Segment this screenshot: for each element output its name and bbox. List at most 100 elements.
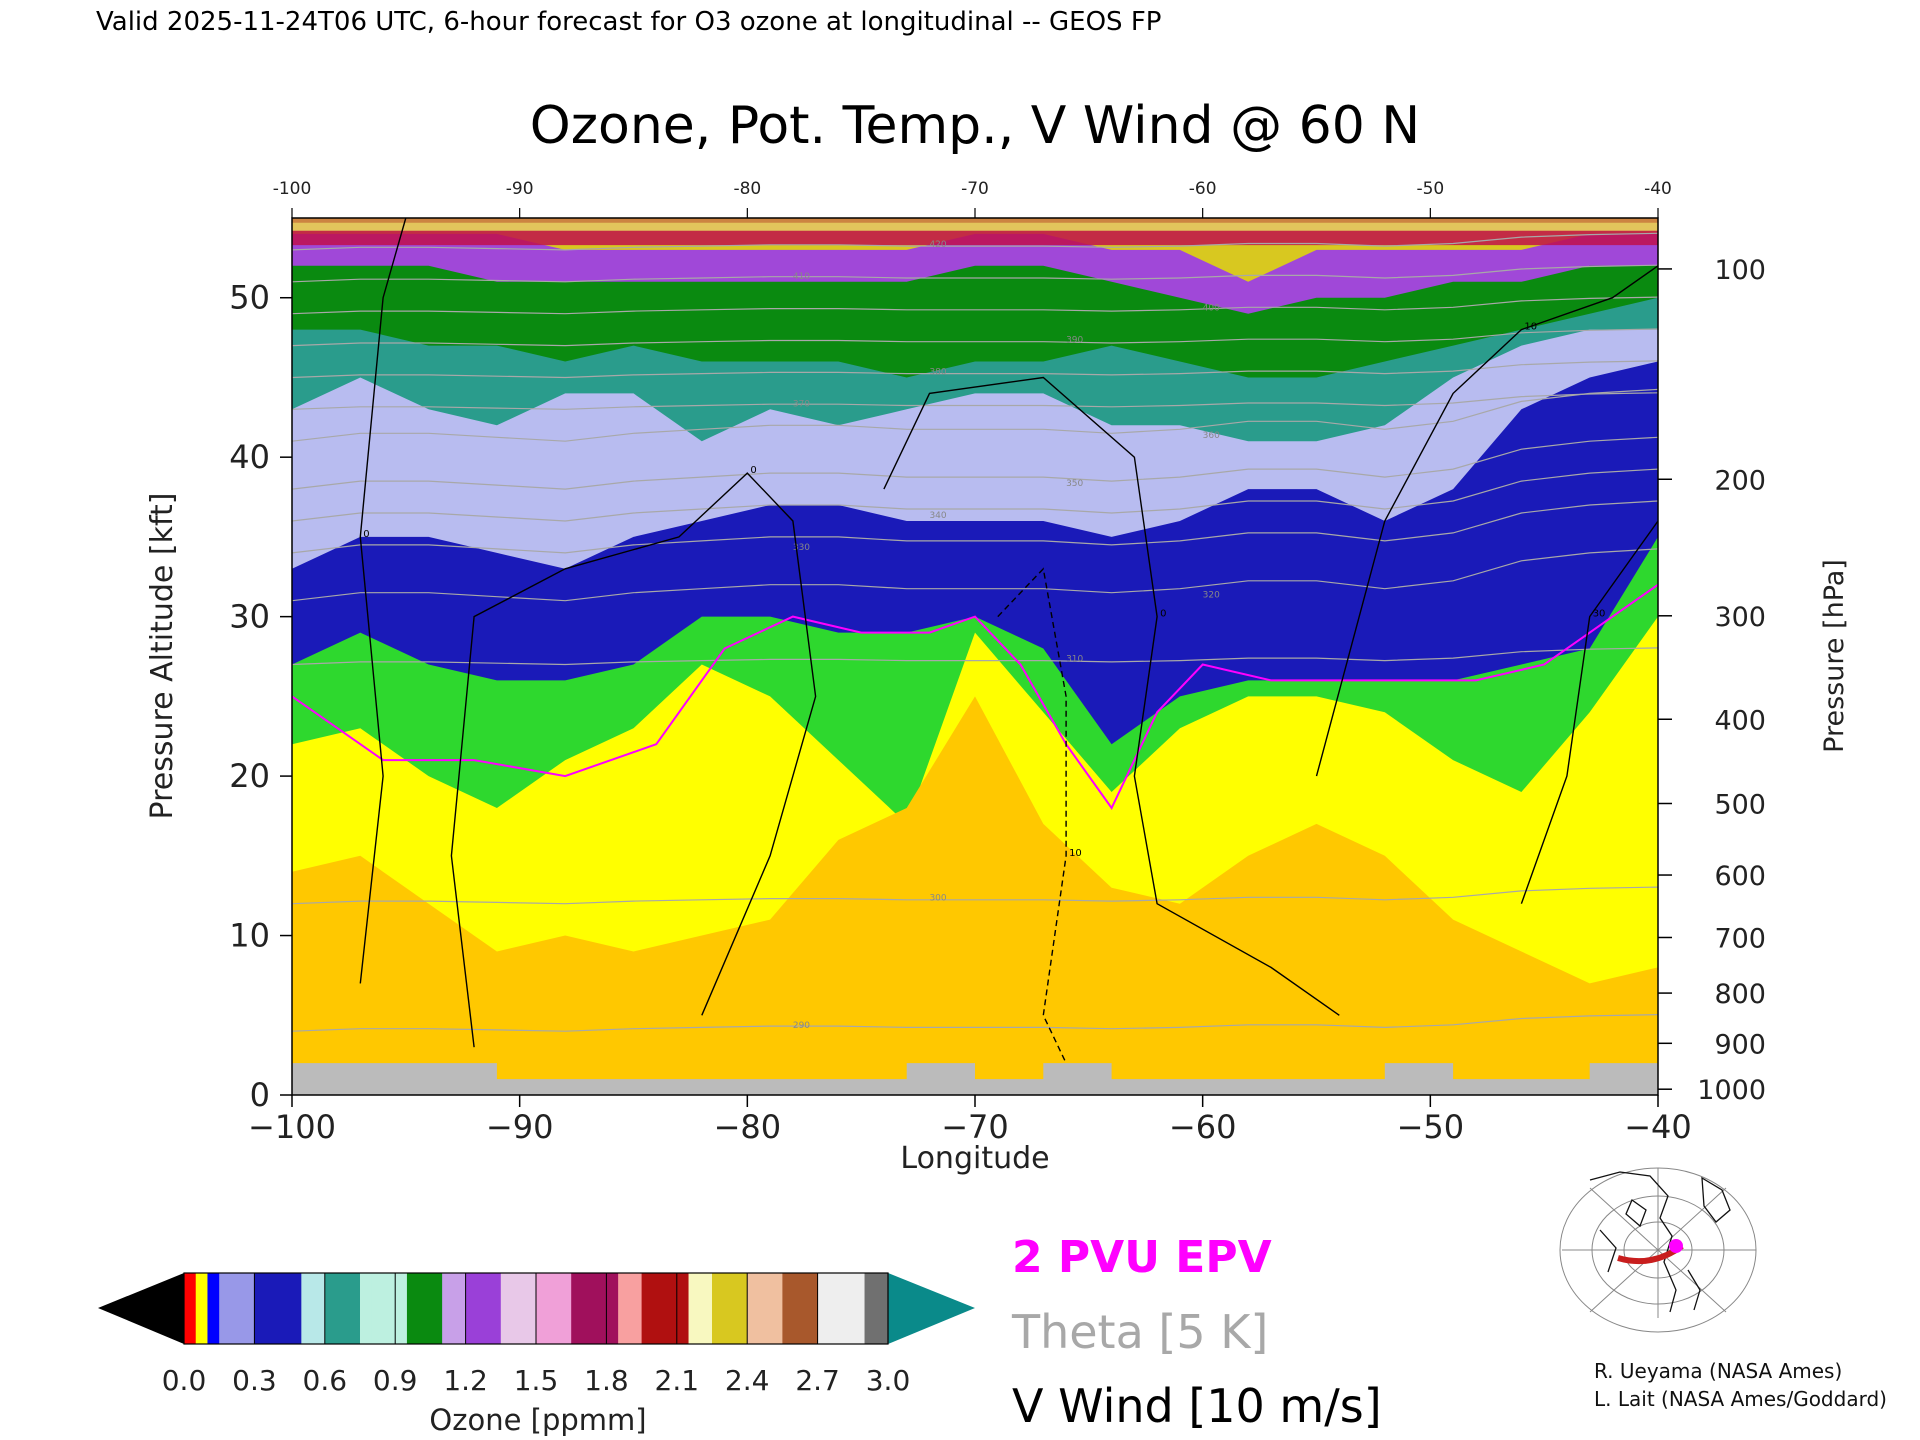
v-wind-contour-0 <box>359 218 407 984</box>
epv-contour <box>292 583 1658 810</box>
x-axis-label: Longitude <box>900 1141 1049 1176</box>
theta-contour-400 <box>292 296 1658 315</box>
colorbar-tick-label-2: 0.6 <box>303 1364 348 1397</box>
locator-map <box>1558 1166 1758 1333</box>
legend-epv: 2 PVU EPV <box>1012 1232 1272 1283</box>
chart-title: Ozone, Pot. Temp., V Wind @ 60 N <box>530 96 1420 156</box>
valid-line: Valid 2025-11-24T06 UTC, 6-hour forecast… <box>96 7 1161 37</box>
colorbar-segment <box>430 1273 443 1344</box>
ozone-band-0.05 <box>292 696 1658 1095</box>
colorbar-segment <box>747 1273 760 1344</box>
legend-vwind: V Wind [10 m/s] <box>1012 1379 1382 1433</box>
theta-contour-320 <box>292 548 1658 602</box>
colorbar-label: Ozone [ppmm] <box>429 1403 646 1437</box>
colorbar-segment <box>242 1273 255 1344</box>
v-wind-label-2: 10 <box>1069 848 1082 859</box>
colorbar-segment <box>453 1273 467 1344</box>
colorbar-segment <box>219 1273 232 1344</box>
colorbar-segment <box>207 1273 220 1344</box>
theta-label-400: 400 <box>1203 304 1220 314</box>
colorbar-segment <box>606 1273 619 1344</box>
theta-label-340: 340 <box>929 511 946 521</box>
pressure-tick-label-1: 900 <box>1714 1029 1766 1060</box>
colorbar-segment <box>665 1273 678 1344</box>
pressure-tick-label-8: 200 <box>1714 465 1766 496</box>
v-wind-label-0: 0 <box>363 529 369 540</box>
colorbar-segment <box>841 1273 854 1344</box>
colorbar-segment <box>313 1273 326 1344</box>
v-wind-contour-5 <box>1520 520 1658 904</box>
credit-line-2: L. Lait (NASA Ames/Goddard) <box>1594 1387 1887 1411</box>
legend-theta: Theta [5 K] <box>1011 1305 1268 1359</box>
pressure-tick-label-5: 500 <box>1714 789 1766 820</box>
colorbar-segment <box>876 1273 889 1344</box>
v-wind-label-4: 10 <box>1524 322 1537 333</box>
colorbar-segment <box>418 1273 431 1344</box>
colorbar-segment <box>864 1273 877 1344</box>
theta-contour-330 <box>292 500 1658 554</box>
colorbar-segment <box>547 1273 561 1344</box>
theta-label-300: 300 <box>929 894 946 904</box>
theta-label-310: 310 <box>1066 654 1083 664</box>
colorbar-segment <box>629 1273 643 1344</box>
x-tick-label-3: −70 <box>941 1108 1009 1146</box>
y-tick-label-1: 10 <box>229 917 270 955</box>
colorbar-tick-label-7: 2.1 <box>655 1364 700 1397</box>
theta-contour-310 <box>292 647 1658 666</box>
theta-label-380: 380 <box>929 367 946 377</box>
colorbar-segment <box>829 1273 842 1344</box>
x-top-tick-label-0: -100 <box>273 179 312 199</box>
colorbar-segment <box>723 1273 737 1344</box>
colorbar-tick-label-8: 2.4 <box>725 1364 770 1397</box>
theta-contour-340 <box>292 468 1658 522</box>
colorbar-segment <box>641 1273 654 1344</box>
colorbar-segment <box>184 1273 197 1344</box>
colorbar-segment <box>395 1273 408 1344</box>
colorbar-segment <box>794 1273 807 1344</box>
colorbar-segment <box>676 1273 690 1344</box>
x-tick-label-2: −80 <box>714 1108 782 1146</box>
colorbar-segment <box>688 1273 701 1344</box>
colorbar-segment <box>442 1273 455 1344</box>
colorbar-segment <box>770 1273 783 1344</box>
colorbar-segment <box>371 1273 385 1344</box>
colorbar-segment <box>266 1273 279 1344</box>
colorbar-segment <box>536 1273 549 1344</box>
axes: −100 -100 −90 -90 −80 -80 −70 -70 −60 -60 −50 -50 −4… <box>229 179 1766 1146</box>
colorbar-under-arrow <box>98 1273 184 1344</box>
ozone-ribbon <box>292 218 1658 223</box>
colorbar-segment <box>230 1273 244 1344</box>
credit-line-1: R. Ueyama (NASA Ames) <box>1594 1359 1842 1383</box>
theta-label-290: 290 <box>793 1021 810 1031</box>
v-wind-label-5: 30 <box>1593 609 1606 620</box>
x-tick-label-5: −50 <box>1397 1108 1465 1146</box>
pressure-tick-label-2: 800 <box>1714 979 1766 1010</box>
colorbar-segment <box>582 1273 596 1344</box>
pressure-tick-label-0: 1000 <box>1697 1075 1766 1106</box>
v-wind-label-3: 0 <box>1160 609 1166 620</box>
colorbar-segment <box>254 1273 267 1344</box>
y-tick-label-3: 30 <box>229 598 270 636</box>
colorbar-segment <box>735 1273 748 1344</box>
theta-contour-390 <box>292 328 1658 347</box>
colorbar-segment <box>301 1273 314 1344</box>
colorbar-tick-label-5: 1.5 <box>514 1364 559 1397</box>
colorbar-segment <box>383 1273 396 1344</box>
y-tick-label-2: 20 <box>229 757 270 795</box>
colorbar-tick-label-4: 1.2 <box>443 1364 488 1397</box>
colorbar-segment <box>406 1273 420 1344</box>
epv-2pvu-line <box>292 583 1658 810</box>
theta-label-330: 330 <box>793 543 810 553</box>
theta-contour-300 <box>292 886 1658 905</box>
colorbar-segment <box>758 1273 772 1344</box>
theta-label-370: 370 <box>793 399 810 409</box>
colorbar-segment <box>360 1273 373 1344</box>
v-wind-contour-1 <box>450 472 817 1048</box>
colorbar-tick-label-6: 1.8 <box>584 1364 629 1397</box>
theta-contour-350 <box>292 436 1658 490</box>
x-tick-label-0: −100 <box>248 1108 336 1146</box>
x-top-tick-label-5: -50 <box>1416 179 1444 199</box>
colorbar-tick-label-9: 2.7 <box>795 1364 840 1397</box>
y-tick-label-0: 0 <box>250 1076 270 1114</box>
